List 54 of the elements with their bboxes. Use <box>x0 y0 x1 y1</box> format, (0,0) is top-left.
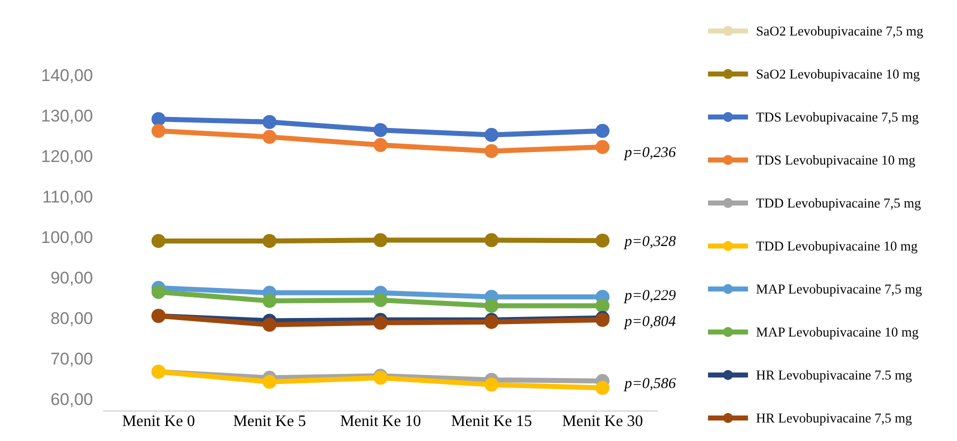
legend-label: TDD Levobupivacaine 10 mg <box>756 238 918 254</box>
y-tick-label: 130,00 <box>41 106 93 126</box>
point <box>152 124 166 138</box>
point <box>374 293 388 308</box>
y-tick-label: 120,00 <box>41 146 93 166</box>
legend-label: SaO2 Levobupivacaine 10 mg <box>756 66 920 82</box>
annotation: p=0,328 <box>624 234 676 250</box>
point <box>484 298 498 313</box>
point <box>262 374 276 389</box>
y-tick-label: 80,00 <box>50 308 93 328</box>
point <box>374 138 388 152</box>
point <box>596 298 610 313</box>
point <box>374 233 388 248</box>
annotation: p=0,229 <box>624 288 676 304</box>
point <box>374 123 388 138</box>
annotation: p=0,586 <box>624 376 676 392</box>
point <box>262 234 276 248</box>
point <box>262 294 276 308</box>
legend-label: HR Levobupivacaine 7.5 mg <box>756 368 912 383</box>
y-tick-label: 110,00 <box>42 187 93 206</box>
legend-label: TDD Levobupivacaine 7,5 mg <box>756 196 922 211</box>
x-tick-label: Menit Ke 5 <box>233 413 306 430</box>
legend-label: MAP Levobupivacaine 10 mg <box>756 324 919 340</box>
legend-label: MAP Levobupivacaine 7,5 mg <box>756 282 922 297</box>
y-tick-label: 140,00 <box>41 66 93 85</box>
x-tick-label: Menit Ke 10 <box>340 413 421 430</box>
point <box>596 380 610 395</box>
point <box>596 124 610 138</box>
point <box>596 140 610 154</box>
point <box>374 316 388 330</box>
annotation: p=0,804 <box>624 314 676 330</box>
point <box>484 144 498 158</box>
point <box>596 234 610 248</box>
point <box>484 378 498 392</box>
y-tick-label: 90,00 <box>50 268 93 288</box>
point <box>152 112 166 126</box>
legend-label: TDS Levobupivacaine 7,5 mg <box>756 110 919 125</box>
legend-label: HR Levobupivacaine 7,5 mg <box>756 410 912 426</box>
point <box>262 130 276 144</box>
legend-label: TDS Levobupivacaine 10 mg <box>756 152 916 168</box>
x-tick-label: Menit Ke 30 <box>562 413 643 430</box>
point <box>484 233 498 248</box>
y-tick-label: 70,00 <box>50 349 93 368</box>
annotation: p=0,236 <box>624 145 676 162</box>
point <box>262 114 276 129</box>
point <box>152 284 166 299</box>
point <box>262 318 276 332</box>
point <box>152 234 166 248</box>
point <box>484 128 498 142</box>
x-tick-label: Menit Ke 0 <box>122 413 195 430</box>
legend-label: SaO2 Levobupivacaine 7,5 mg <box>756 24 924 39</box>
x-tick-label: Menit Ke 15 <box>451 413 532 430</box>
y-tick-label: 100,00 <box>41 228 93 247</box>
y-tick-label: 60,00 <box>50 390 93 409</box>
